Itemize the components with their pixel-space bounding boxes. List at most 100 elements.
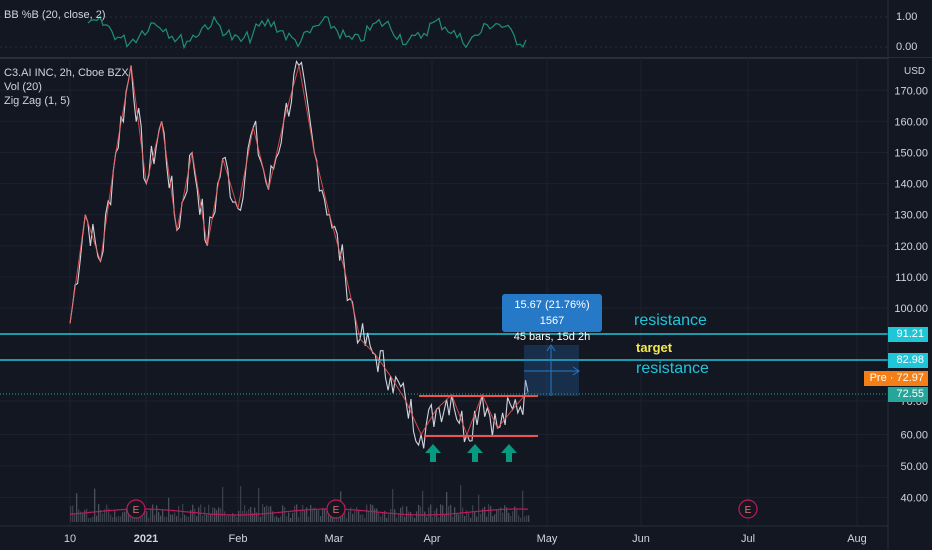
price-tick-label: 50.00: [900, 461, 928, 473]
volume-bar: [318, 510, 320, 522]
volume-bar: [324, 508, 326, 522]
price-tick-label: 160.00: [894, 116, 928, 128]
volume-bar: [152, 504, 154, 522]
volume-bar: [178, 505, 180, 522]
volume-bar: [94, 488, 96, 522]
volume-bar: [256, 512, 258, 522]
volume-bar: [380, 516, 382, 522]
volume-bar: [214, 508, 216, 522]
volume-bar: [378, 513, 380, 522]
volume-bar: [186, 516, 188, 522]
volume-bar: [96, 515, 98, 522]
volume-bar: [124, 511, 126, 522]
volume-bar: [276, 516, 278, 522]
earnings-marker[interactable]: [126, 499, 146, 519]
indicator-legend[interactable]: BB %B (20, close, 2): [4, 9, 106, 21]
volume-bar: [382, 513, 384, 522]
earnings-marker-label: E: [745, 505, 752, 516]
volume-bar: [118, 515, 120, 522]
volume-bar: [508, 512, 510, 522]
price-tag-resistance-lower: 82.98: [888, 353, 928, 368]
volume-bar: [368, 511, 370, 522]
time-tick-label: 2021: [134, 533, 158, 545]
volume-bar: [202, 515, 204, 522]
measure-right-arrow-icon: [572, 366, 580, 376]
volume-bar: [498, 508, 500, 522]
price-tick-label: 150.00: [894, 148, 928, 160]
volume-bar: [226, 515, 228, 522]
annotation-target[interactable]: target: [636, 340, 673, 355]
volume-bar: [272, 511, 274, 522]
annotation-resistance-lower[interactable]: resistance: [636, 360, 709, 377]
volume-bar: [280, 516, 282, 522]
volume-bar: [454, 507, 456, 522]
price-tick-label: 60.00: [900, 430, 928, 442]
time-axis-ticks[interactable]: 10 2021 Feb Mar Apr May Jun Jul Aug: [64, 533, 867, 545]
bottom-arrow-icon: [467, 444, 483, 462]
volume-bar: [478, 494, 480, 522]
volume-bar: [108, 508, 110, 522]
volume-bar: [106, 504, 108, 522]
volume-bar: [460, 485, 462, 522]
volume-bar: [388, 514, 390, 522]
time-tick-label: May: [537, 533, 558, 545]
volume-bar: [404, 516, 406, 522]
volume-bar: [348, 511, 350, 522]
volume-bar: [424, 511, 426, 522]
volume-bar: [104, 509, 106, 522]
price-tick-label: 130.00: [894, 210, 928, 222]
volume-bar: [352, 513, 354, 522]
volume-bar: [526, 515, 528, 522]
volume-bar: [300, 509, 302, 522]
volume-bar: [458, 514, 460, 522]
volume-bar: [180, 517, 182, 522]
volume-bar: [386, 517, 388, 522]
price-tick-label: 100.00: [894, 303, 928, 315]
volume-ma-line: [69, 508, 529, 516]
volume-bar: [362, 514, 364, 522]
volume-bar: [364, 517, 366, 522]
currency-label[interactable]: USD: [904, 66, 926, 77]
volume-bar: [412, 516, 414, 522]
volume-bar: [426, 516, 428, 522]
price-axis[interactable]: [888, 58, 932, 550]
volume-bar: [514, 506, 516, 522]
time-tick-label: Apr: [423, 533, 440, 545]
symbol-title[interactable]: C3.AI INC, 2h, Cboe BZX: [4, 67, 129, 79]
volume-bar: [90, 517, 92, 522]
volume-bar: [296, 504, 298, 522]
volume-bar: [456, 513, 458, 522]
volume-bar: [420, 506, 422, 522]
price-tag-last: 72.55: [888, 387, 928, 402]
volume-bar: [182, 504, 184, 522]
volume-bar: [170, 514, 172, 522]
volume-bar: [172, 514, 174, 522]
volume-bar: [306, 507, 308, 522]
volume-bar: [82, 513, 84, 522]
annotation-resistance-upper[interactable]: resistance: [634, 312, 707, 329]
volume-bar: [432, 517, 434, 522]
price-tick-label: 170.00: [894, 85, 928, 97]
volume-bar: [262, 504, 264, 522]
volume-legend[interactable]: Vol (20): [4, 81, 42, 93]
bb-tick-upper: 1.00: [896, 11, 918, 23]
volume-bar: [320, 516, 322, 522]
bottom-arrow-icon: [501, 444, 517, 462]
zigzag-legend[interactable]: Zig Zag (1, 5): [4, 95, 71, 107]
volume-bar: [148, 517, 150, 522]
volume-bar: [264, 506, 266, 522]
volume-bar: [114, 510, 116, 522]
volume-bar: [112, 517, 114, 522]
volume-bar: [310, 504, 312, 522]
volume-bar: [446, 492, 448, 522]
main-legend[interactable]: C3.AI INC, 2h, Cboe BZX Vol (20) Zig Zag…: [4, 66, 129, 108]
volume-bar: [314, 507, 316, 522]
earnings-marker[interactable]: [326, 499, 346, 519]
volume-bar: [370, 504, 372, 522]
earnings-marker[interactable]: [738, 499, 758, 519]
volume-bar: [98, 504, 100, 522]
volume-bar: [110, 514, 112, 522]
volume-bar: [416, 511, 418, 522]
